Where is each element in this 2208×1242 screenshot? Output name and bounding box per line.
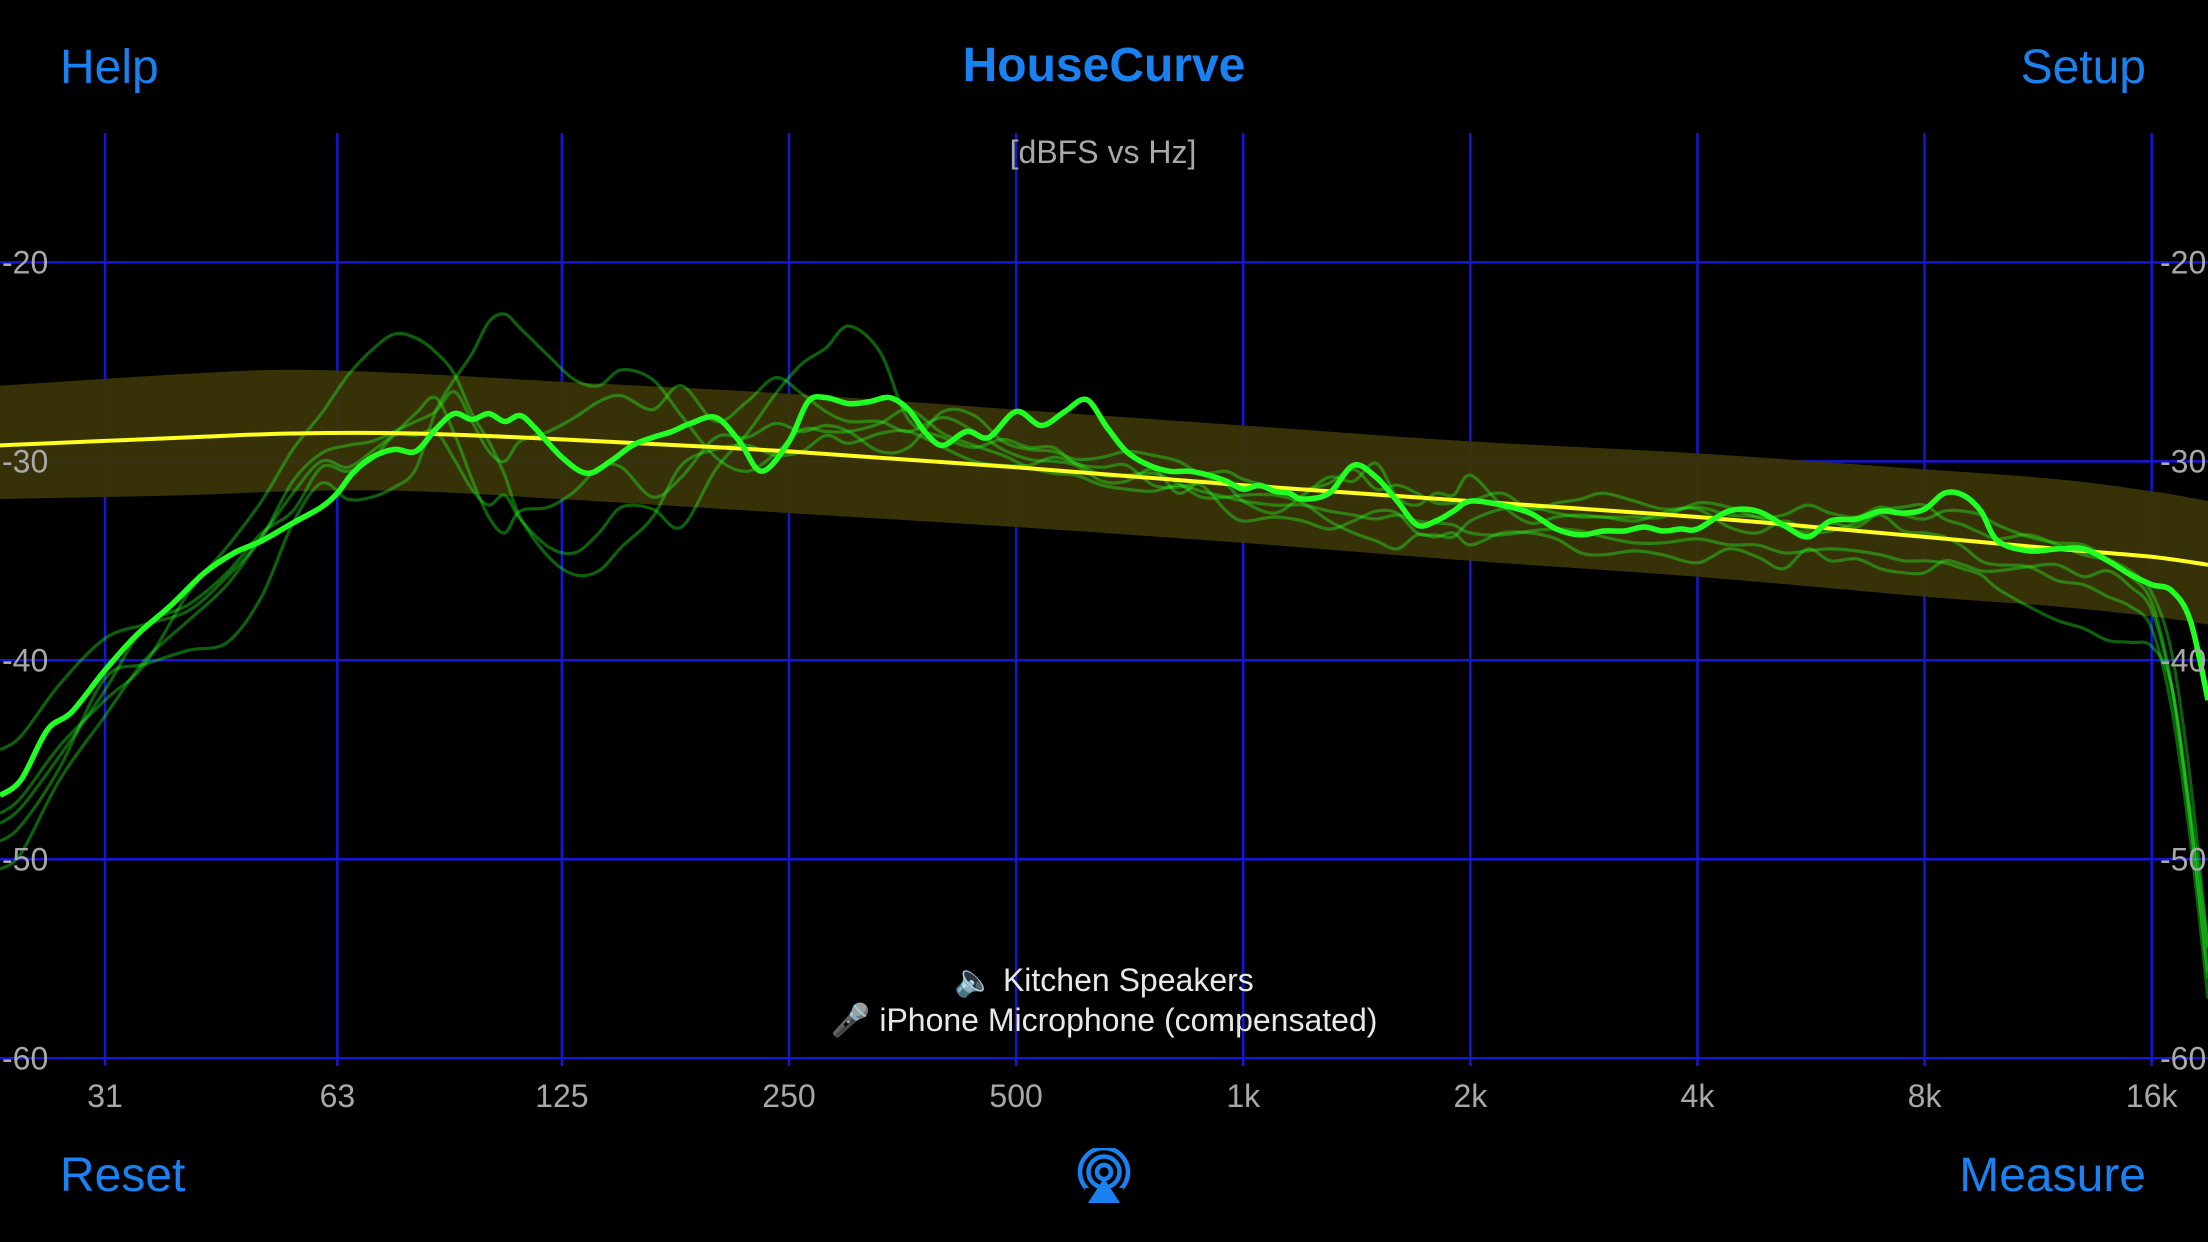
x-tick-label: 2k (1453, 1078, 1488, 1114)
measurement-trace-1 (0, 376, 2208, 949)
x-tick-label: 125 (535, 1078, 588, 1114)
y-tick-label-right: -40 (2160, 642, 2206, 678)
y-tick-label-right: -30 (2160, 443, 2206, 479)
airplay-icon[interactable] (1075, 1148, 1133, 1204)
y-tick-label-right: -20 (2160, 244, 2206, 280)
target-curve (0, 430, 2208, 567)
speaker-device-label: 🔈 Kitchen Speakers (0, 964, 2208, 996)
x-tick-label: 8k (1908, 1078, 1943, 1114)
x-tick-label: 4k (1681, 1078, 1716, 1114)
x-axis-labels: 31 63 125 250 500 1k 2k 4k 8k 16k (87, 1078, 2178, 1114)
y-tick-label-left: -20 (2, 244, 48, 280)
x-tick-label: 250 (762, 1078, 815, 1114)
measurement-trace-5 (0, 312, 2208, 948)
y-axis-labels: -20 -20 -30 -30 -40 -40 -50 -50 -60 -60 (2, 244, 2206, 1076)
help-button[interactable]: Help (60, 41, 159, 94)
setup-button[interactable]: Setup (2020, 41, 2146, 94)
x-tick-label: 63 (320, 1078, 356, 1114)
y-tick-label-left: -30 (2, 443, 48, 479)
microphone-device-label: 🎤 iPhone Microphone (compensated) (0, 1004, 2208, 1036)
app-title: HouseCurve (962, 39, 1246, 92)
x-tick-label: 16k (2126, 1078, 2179, 1114)
y-tick-label-left: -40 (2, 642, 48, 678)
speaker-icon: 🔈 (954, 962, 995, 998)
units-label: [dBFS vs Hz] (1010, 134, 1197, 170)
average-response-curve (0, 394, 2208, 798)
measurement-trace-3 (0, 331, 2208, 973)
grid (0, 133, 2208, 1066)
measurement-trace-2 (0, 395, 2208, 979)
x-tick-label: 500 (989, 1078, 1042, 1114)
y-tick-label-right: -60 (2160, 1040, 2206, 1076)
reset-button[interactable]: Reset (60, 1149, 186, 1202)
speaker-name: Kitchen Speakers (1002, 962, 1254, 998)
microphone-icon: 🎤 (830, 1002, 871, 1038)
y-tick-label-left: -50 (2, 841, 48, 877)
measure-button[interactable]: Measure (1959, 1149, 2146, 1202)
x-tick-label: 31 (87, 1078, 123, 1114)
x-tick-label: 1k (1226, 1078, 1261, 1114)
y-tick-label-left: -60 (2, 1040, 48, 1076)
tolerance-band (0, 369, 2208, 625)
microphone-name: iPhone Microphone (compensated) (879, 1002, 1378, 1038)
y-tick-label-right: -50 (2160, 841, 2206, 877)
measurement-traces (0, 312, 2208, 999)
